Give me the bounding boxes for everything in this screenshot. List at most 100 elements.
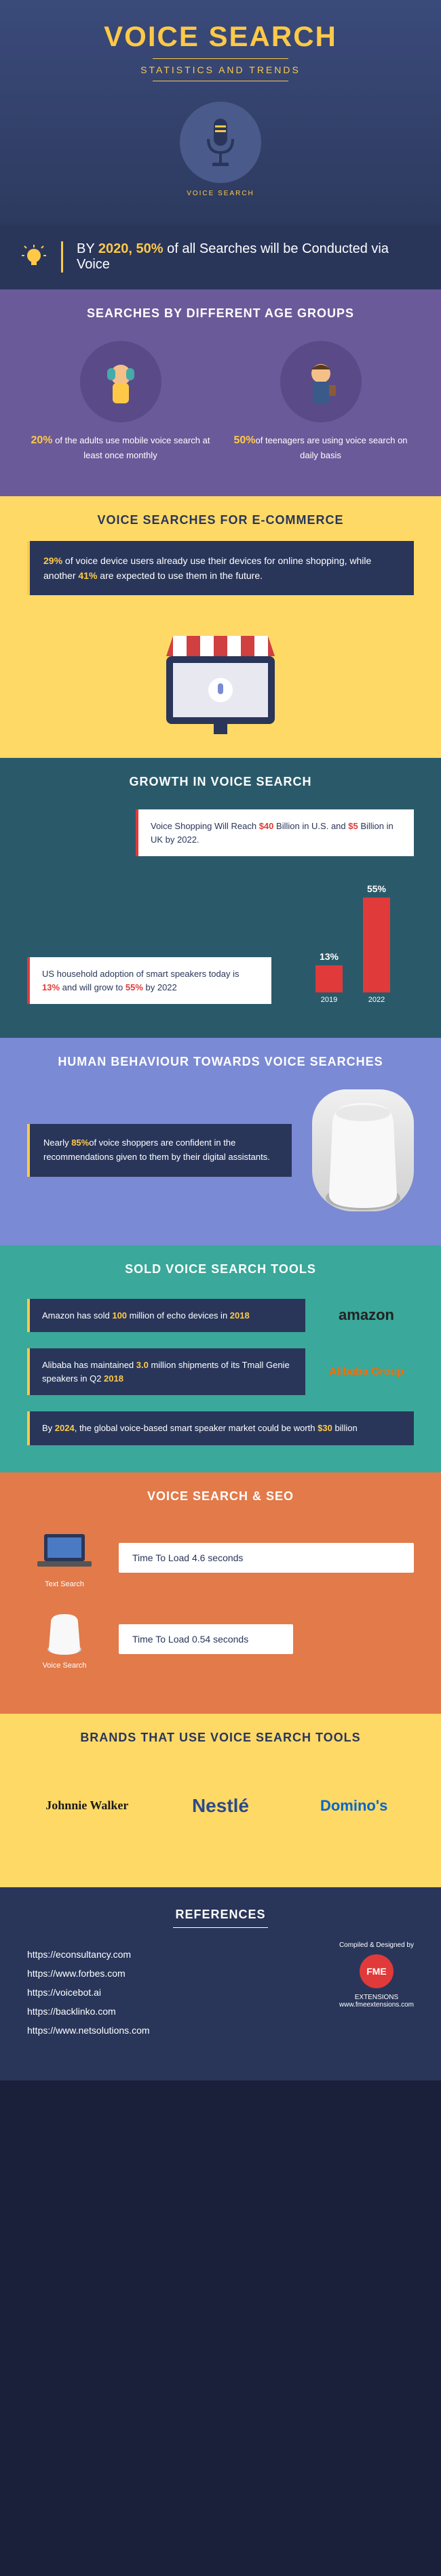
sb-h2: 2018 <box>104 1373 123 1384</box>
seo-load-voice: Time To Load 0.54 seconds <box>119 1624 293 1654</box>
laptop-icon <box>34 1527 95 1575</box>
smart-speaker-illustration <box>312 1089 414 1211</box>
credit-logo: FME <box>360 1954 394 1988</box>
main-title: VOICE SEARCH <box>14 20 427 53</box>
bar-val-0: 13% <box>315 951 343 962</box>
age-heading: SEARCHES BY DIFFERENT AGE GROUPS <box>0 289 441 334</box>
prediction-year: 2020, <box>98 241 132 256</box>
prediction-banner: BY 2020, 50% of all Searches will be Con… <box>0 224 441 289</box>
age-text-adult: 20% of the adults use mobile voice searc… <box>31 432 211 462</box>
sold-row-amazon: Amazon has sold 100 million of echo devi… <box>0 1290 441 1340</box>
sb-h1: 3.0 <box>136 1360 149 1370</box>
sold-stat-market: By 2024, the global voice-based smart sp… <box>27 1411 414 1445</box>
growth-bar-chart: 13% 2019 55% 2022 <box>292 883 414 1004</box>
sf-t2: billion <box>332 1423 358 1433</box>
microphone-icon <box>200 115 241 169</box>
age-item-adult: 20% of the adults use mobile voice searc… <box>31 341 211 462</box>
age-desc-1: of teenagers are using voice search on d… <box>256 435 408 460</box>
mic-label: VOICE SEARCH <box>14 190 427 197</box>
ecom-stat: 29% of voice device users already use th… <box>27 541 414 596</box>
g2-t0: US household adoption of smart speakers … <box>42 969 239 979</box>
teen-illustration <box>280 341 362 422</box>
seo-load-text: Time To Load 4.6 seconds <box>119 1543 414 1573</box>
growth-stat1: Voice Shopping Will Reach $40 Billion in… <box>136 809 414 856</box>
g2-h1: 13% <box>42 982 60 992</box>
g2-h2: 55% <box>126 982 143 992</box>
brand-nestle: Nestlé <box>166 1772 275 1840</box>
growth-heading: GROWTH IN VOICE SEARCH <box>0 758 441 803</box>
seo-label-text: Text Search <box>27 1580 102 1588</box>
sa-t1: million of echo devices in <box>127 1310 230 1321</box>
ecom-hl1: 29% <box>43 555 62 566</box>
sold-stat-alibaba: Alibaba has maintained 3.0 million shipm… <box>27 1348 305 1395</box>
credit-label: Compiled & Designed by <box>339 1941 414 1949</box>
sf-t0: By <box>42 1423 55 1433</box>
credit-block: Compiled & Designed by FME EXTENSIONS ww… <box>339 1941 414 2009</box>
brands-row: Johnnie Walker Nestlé Domino's <box>0 1758 441 1853</box>
seo-device-voice: Voice Search <box>27 1609 102 1670</box>
adult-illustration <box>80 341 161 422</box>
title-divider <box>153 58 288 59</box>
seo-row-voice: Voice Search Time To Load 0.54 seconds <box>0 1598 441 1680</box>
ecom-t2: are expected to use them in the future. <box>97 570 263 581</box>
amazon-logo: amazon <box>319 1298 414 1332</box>
age-desc-0: of the adults use mobile voice search at… <box>53 435 210 460</box>
seo-heading: VOICE SEARCH & SEO <box>0 1472 441 1517</box>
infographic-root: VOICE SEARCH STATISTICS AND TRENDS VOICE… <box>0 0 441 2080</box>
ecom-hl2: 41% <box>78 570 97 581</box>
brands-section: BRANDS THAT USE VOICE SEARCH TOOLS Johnn… <box>0 1714 441 1887</box>
age-pct-0: 20% <box>31 435 53 446</box>
seo-section: VOICE SEARCH & SEO Text Search Time To L… <box>0 1472 441 1714</box>
bar-label-1: 2022 <box>363 996 390 1004</box>
refs-divider <box>173 1927 268 1928</box>
bar-2019: 13% 2019 <box>315 951 343 1004</box>
sb-t0: Alibaba has maintained <box>42 1360 136 1370</box>
age-item-teen: 50%of teenagers are using voice search o… <box>231 341 411 462</box>
brand-dominos: Domino's <box>300 1772 408 1840</box>
subtitle: STATISTICS AND TRENDS <box>14 64 427 75</box>
sold-stat-amazon: Amazon has sold 100 million of echo devi… <box>27 1299 305 1333</box>
sa-h2: 2018 <box>230 1310 250 1321</box>
g1-h2: $5 <box>348 821 358 831</box>
sa-h1: 100 <box>112 1310 127 1321</box>
age-text-teen: 50%of teenagers are using voice search o… <box>231 432 411 462</box>
sf-h2: $30 <box>318 1423 332 1433</box>
bar-label-0: 2019 <box>315 996 343 1004</box>
bh-t0: Nearly <box>43 1138 71 1148</box>
growth-section: GROWTH IN VOICE SEARCH Voice Shopping Wi… <box>0 758 441 1038</box>
refs-heading: REFERENCES <box>27 1908 414 1922</box>
voice-speaker-icon <box>34 1609 95 1656</box>
sf-t1: , the global voice-based smart speaker m… <box>75 1423 318 1433</box>
age-groups-section: SEARCHES BY DIFFERENT AGE GROUPS 20% of … <box>0 289 441 496</box>
alibaba-logo: Alibaba Group <box>319 1355 414 1389</box>
g1-t0: Voice Shopping Will Reach <box>151 821 259 831</box>
references-section: REFERENCES https://econsultancy.com http… <box>0 1887 441 2080</box>
growth-stat2: US household adoption of smart speakers … <box>27 957 271 1004</box>
ref-link: https://www.netsolutions.com <box>27 2021 414 2040</box>
seo-row-text: Text Search Time To Load 4.6 seconds <box>0 1517 441 1598</box>
brand-johnnie-walker: Johnnie Walker <box>33 1772 141 1840</box>
prediction-text: BY 2020, 50% of all Searches will be Con… <box>61 241 421 273</box>
sold-heading: SOLD VOICE SEARCH TOOLS <box>0 1245 441 1290</box>
lightbulb-icon <box>20 243 47 270</box>
growth-row: US household adoption of smart speakers … <box>0 870 441 1004</box>
g2-t2: by 2022 <box>143 982 177 992</box>
behaviour-section: HUMAN BEHAVIOUR TOWARDS VOICE SEARCHES N… <box>0 1038 441 1245</box>
bar-rect-0 <box>315 965 343 992</box>
g1-t1: Billion in U.S. and <box>273 821 348 831</box>
bar-rect-1 <box>363 898 390 992</box>
prediction-pre: BY <box>77 241 98 256</box>
age-row: 20% of the adults use mobile voice searc… <box>0 334 441 469</box>
credit-brand: EXTENSIONS <box>339 1994 414 2001</box>
header-section: VOICE SEARCH STATISTICS AND TRENDS VOICE… <box>0 0 441 224</box>
seo-label-voice: Voice Search <box>27 1662 102 1670</box>
prediction-pct: 50% <box>136 241 164 256</box>
mic-illustration <box>180 102 261 183</box>
g1-h1: $40 <box>259 821 274 831</box>
credit-url: www.fmeextensions.com <box>339 2001 414 2009</box>
beh-row: Nearly 85%of voice shoppers are confiden… <box>0 1083 441 1218</box>
sold-row-alibaba: Alibaba has maintained 3.0 million shipm… <box>0 1340 441 1403</box>
age-pct-1: 50% <box>233 435 255 446</box>
shop-illustration <box>146 616 295 738</box>
sf-h1: 2024 <box>55 1423 75 1433</box>
